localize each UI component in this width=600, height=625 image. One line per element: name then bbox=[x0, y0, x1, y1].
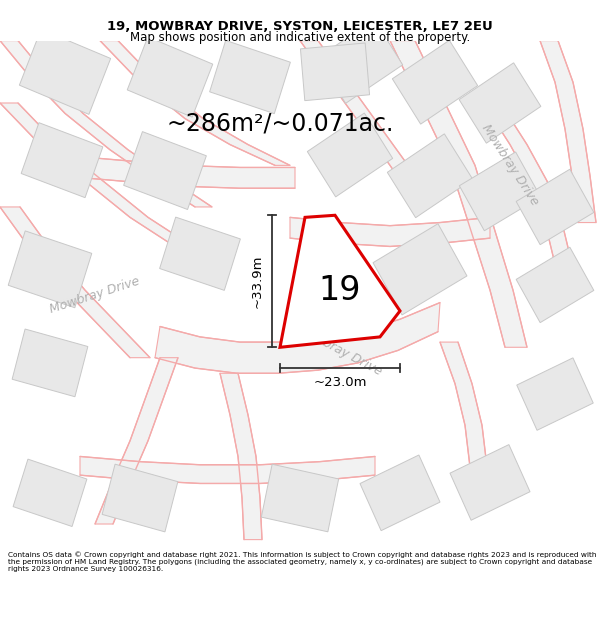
Polygon shape bbox=[0, 41, 212, 207]
Polygon shape bbox=[280, 215, 400, 348]
Polygon shape bbox=[19, 29, 110, 114]
Polygon shape bbox=[209, 41, 290, 114]
Polygon shape bbox=[517, 358, 593, 430]
Polygon shape bbox=[317, 19, 403, 103]
Polygon shape bbox=[127, 37, 213, 117]
Polygon shape bbox=[60, 155, 295, 188]
Text: ~23.0m: ~23.0m bbox=[313, 376, 367, 389]
Text: 19, MOWBRAY DRIVE, SYSTON, LEICESTER, LE7 2EU: 19, MOWBRAY DRIVE, SYSTON, LEICESTER, LE… bbox=[107, 20, 493, 33]
Polygon shape bbox=[490, 113, 572, 264]
Polygon shape bbox=[373, 224, 467, 315]
Polygon shape bbox=[459, 62, 541, 143]
Polygon shape bbox=[300, 41, 432, 202]
Polygon shape bbox=[388, 134, 473, 218]
Polygon shape bbox=[390, 41, 527, 348]
Text: Mowbray Drive: Mowbray Drive bbox=[48, 274, 142, 316]
Polygon shape bbox=[80, 456, 375, 484]
Polygon shape bbox=[290, 217, 490, 246]
Polygon shape bbox=[220, 373, 262, 539]
Polygon shape bbox=[95, 357, 178, 524]
Text: Contains OS data © Crown copyright and database right 2021. This information is : Contains OS data © Crown copyright and d… bbox=[8, 551, 596, 572]
Polygon shape bbox=[516, 169, 594, 244]
Polygon shape bbox=[301, 43, 370, 101]
Polygon shape bbox=[12, 329, 88, 397]
Text: 19: 19 bbox=[319, 274, 361, 307]
Text: Mowbray Drive: Mowbray Drive bbox=[295, 322, 385, 378]
Polygon shape bbox=[102, 464, 178, 532]
Polygon shape bbox=[8, 231, 92, 308]
Polygon shape bbox=[540, 41, 596, 222]
Polygon shape bbox=[440, 342, 489, 508]
Polygon shape bbox=[262, 464, 338, 532]
Polygon shape bbox=[392, 40, 478, 124]
Text: Map shows position and indicative extent of the property.: Map shows position and indicative extent… bbox=[130, 31, 470, 44]
Polygon shape bbox=[124, 132, 206, 209]
Polygon shape bbox=[21, 122, 103, 198]
Polygon shape bbox=[13, 459, 87, 526]
Polygon shape bbox=[0, 207, 150, 358]
Text: ~286m²/~0.071ac.: ~286m²/~0.071ac. bbox=[166, 112, 394, 136]
Text: ~33.9m: ~33.9m bbox=[251, 254, 264, 308]
Polygon shape bbox=[450, 444, 530, 520]
Polygon shape bbox=[516, 248, 594, 322]
Polygon shape bbox=[307, 113, 392, 197]
Polygon shape bbox=[160, 217, 241, 291]
Polygon shape bbox=[360, 455, 440, 531]
Text: Mowbray Drive: Mowbray Drive bbox=[479, 122, 541, 208]
Polygon shape bbox=[460, 152, 541, 231]
Polygon shape bbox=[0, 103, 222, 269]
Polygon shape bbox=[100, 41, 290, 166]
Polygon shape bbox=[155, 302, 440, 373]
